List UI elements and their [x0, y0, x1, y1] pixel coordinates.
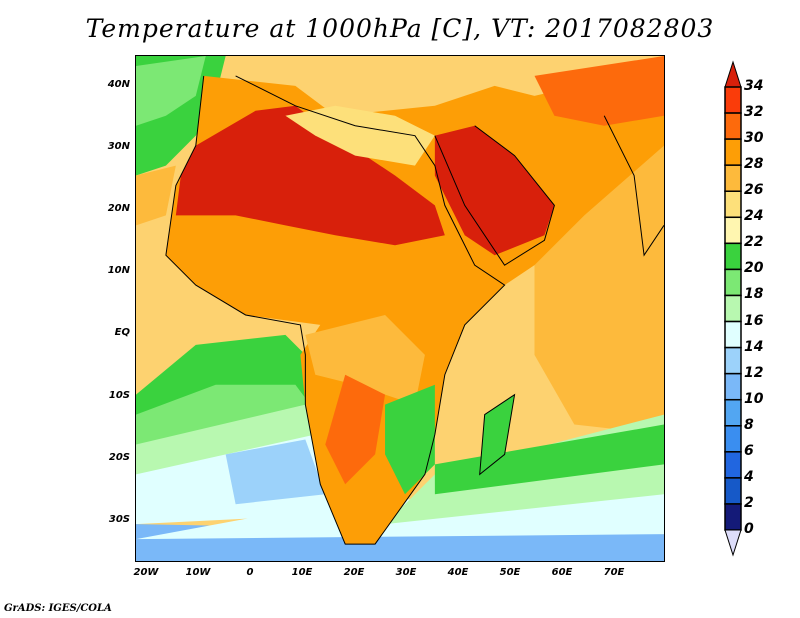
colorbar-label: 20 — [744, 260, 764, 277]
kalahari-warm — [325, 374, 386, 485]
central-africa-mild — [305, 314, 425, 405]
lat-label: 40N — [107, 79, 130, 90]
colorbar-label: 2 — [744, 494, 754, 511]
colorbar-box — [724, 86, 742, 114]
lon-label: 10E — [291, 567, 313, 578]
iran-warm — [534, 56, 664, 126]
atlantic-cool-core — [136, 56, 206, 126]
lon-label: 50E — [499, 567, 521, 578]
lon-label: 20W — [133, 567, 159, 578]
colorbar-bottom-arrow — [724, 529, 742, 557]
colorbar-box — [724, 477, 742, 505]
lon-label: 30E — [395, 567, 417, 578]
colorbar-label: 26 — [744, 182, 764, 199]
colorbar-box — [724, 503, 742, 531]
colorbar-label: 8 — [744, 416, 754, 433]
colorbar-label: 24 — [744, 208, 764, 225]
colorbar-label: 16 — [744, 312, 764, 329]
colorbar-label: 32 — [744, 104, 764, 121]
lon-label: 0 — [246, 567, 254, 578]
lon-label: 70E — [603, 567, 625, 578]
arabia-hot — [434, 125, 555, 256]
colorbar-label: 0 — [744, 521, 754, 538]
colorbar-label: 22 — [744, 234, 764, 251]
arabia-coastline — [434, 125, 555, 266]
colorbar-box — [724, 190, 742, 219]
map-canvas — [136, 56, 665, 561]
india-coastline — [603, 115, 665, 257]
colorbar-label: 18 — [744, 286, 764, 303]
colorbar-box — [724, 242, 742, 271]
benguela-cold — [225, 439, 326, 505]
colorbar-box — [724, 451, 742, 479]
north-africa-mild — [285, 105, 435, 166]
colorbar-box — [724, 372, 742, 401]
colorbar-label: 6 — [744, 442, 754, 459]
lon-label: 40E — [447, 567, 469, 578]
colorbar-box — [724, 112, 742, 140]
lat-label: 10S — [108, 390, 130, 401]
colorbar-box — [724, 425, 742, 453]
grads-credit: GrADS: IGES/COLA — [4, 603, 112, 614]
colorbar-box — [724, 164, 742, 192]
sahara-hot — [175, 105, 445, 246]
lat-label: 10N — [107, 265, 130, 276]
lon-label: 10W — [185, 567, 211, 578]
colorbar-box — [724, 216, 742, 245]
south-indian-green — [434, 424, 664, 495]
colorbar-label: 14 — [744, 338, 764, 355]
colorbar-box — [724, 346, 742, 375]
colorbar-top-arrow — [724, 60, 742, 88]
east-southern-africa-green — [385, 384, 435, 495]
lat-label: 30N — [107, 141, 130, 152]
colorbar-box — [724, 398, 742, 427]
colorbar-label: 10 — [744, 390, 764, 407]
colorbar-box — [724, 138, 742, 166]
lon-label: 60E — [551, 567, 573, 578]
colorbar-box — [724, 294, 742, 323]
colorbar-label: 4 — [744, 468, 754, 485]
colorbar-label: 34 — [744, 78, 764, 94]
plot-title: Temperature at 1000hPa [C], VT: 20170828… — [85, 14, 715, 43]
lat-label: 20N — [107, 203, 130, 214]
africa-coastline — [165, 75, 506, 545]
colorbar-label: 28 — [744, 156, 764, 173]
lon-label: 20E — [343, 567, 365, 578]
colorbar-label: 12 — [744, 364, 764, 381]
colorbar-label: 30 — [744, 130, 764, 147]
madagascar — [479, 393, 516, 476]
lat-label: EQ — [114, 327, 130, 338]
colorbar-box — [724, 320, 742, 349]
temperature-map — [135, 55, 665, 562]
lat-label: 30S — [108, 514, 130, 525]
lat-label: 20S — [108, 452, 130, 463]
canary-warm — [136, 165, 176, 226]
colorbar-box — [724, 268, 742, 297]
